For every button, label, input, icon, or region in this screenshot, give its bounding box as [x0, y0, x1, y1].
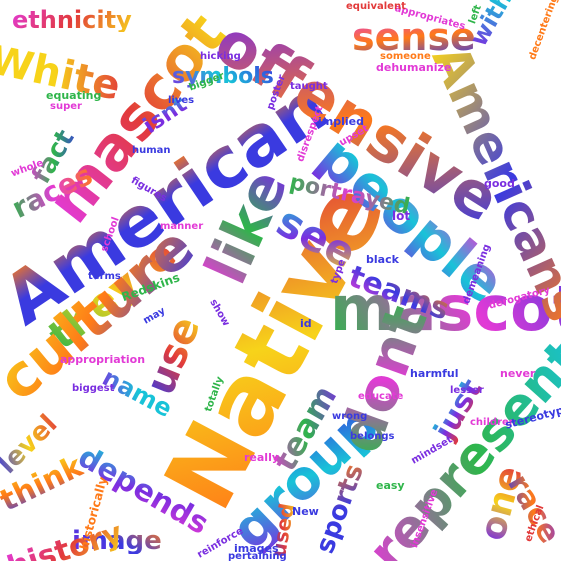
- word: super: [50, 101, 82, 112]
- word: lives: [168, 95, 195, 106]
- word: equivalent: [346, 1, 406, 12]
- word: educate: [358, 391, 404, 402]
- word: children: [470, 417, 516, 428]
- word: id: [300, 317, 312, 330]
- word: appropriation: [60, 353, 146, 366]
- word: manner: [160, 221, 204, 232]
- word: mascots: [330, 278, 561, 340]
- word: sense: [352, 15, 476, 59]
- word: lesser: [450, 385, 484, 396]
- word: history: [3, 515, 127, 561]
- word: really: [244, 451, 280, 464]
- word: human: [132, 145, 171, 156]
- word: good: [484, 177, 515, 190]
- word: decentering: [527, 0, 561, 62]
- word: never: [500, 367, 536, 380]
- word: image: [72, 528, 162, 554]
- word: taught: [290, 81, 328, 92]
- word: dehumanize: [376, 61, 452, 74]
- word: easy: [376, 479, 405, 492]
- word: wrong: [332, 411, 368, 422]
- word: terms: [88, 271, 121, 282]
- word: symbols: [172, 64, 274, 89]
- word: equating: [46, 89, 102, 102]
- word: someone: [380, 51, 431, 62]
- word: New: [292, 505, 319, 518]
- word: hicking: [200, 51, 241, 62]
- word: pertaining: [228, 551, 287, 561]
- word: harmful: [410, 367, 459, 380]
- word: implied: [318, 115, 364, 128]
- word: biggest: [72, 383, 115, 394]
- word: ethnicity: [12, 6, 132, 34]
- word: belongs: [350, 431, 395, 442]
- word: images: [234, 542, 279, 555]
- word: lot: [392, 209, 411, 223]
- word: black: [366, 253, 399, 266]
